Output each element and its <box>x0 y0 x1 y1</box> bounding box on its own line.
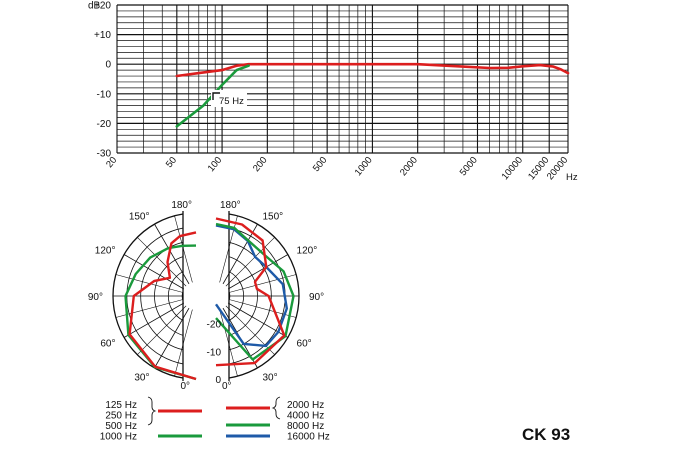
cutoff-label: 75 Hz <box>219 96 244 107</box>
polar-labels: 0° 0° 30° 30° 60° 60° 90° 90° 120° 120° 150° 150° 18… <box>88 200 324 392</box>
polar-angle-label: 150° <box>129 211 150 222</box>
response-curve-1 <box>175 64 250 128</box>
legend-label: 1000 Hz <box>100 432 137 443</box>
polar-ring-label: -20 <box>207 320 222 331</box>
x-tick-label: 10000 <box>500 155 525 182</box>
y-axis-label: dB <box>88 1 101 12</box>
x-tick-label: 500 <box>311 155 330 174</box>
polar-left-curve-1 <box>128 231 197 381</box>
legend-label: 125 Hz <box>105 400 137 411</box>
polar-angle-label: 30° <box>263 373 278 384</box>
polar-angle-label: 90° <box>88 292 103 303</box>
cutoff-annotation: 75 Hz <box>211 90 247 107</box>
polar-right-curve-2 <box>215 217 286 367</box>
legend-label: 2000 Hz <box>287 400 324 411</box>
polar-spoke <box>137 305 187 355</box>
polar-angle-label: 0° <box>222 381 232 392</box>
response-curve-0 <box>175 62 570 78</box>
x-tick-label: 5000 <box>458 155 480 178</box>
legend-label: 250 Hz <box>105 411 137 422</box>
polar-angle-label: 60° <box>297 339 312 350</box>
polar-spoke <box>123 254 185 290</box>
legend-label: 8000 Hz <box>287 421 324 432</box>
polar-angle-label: 180° <box>220 200 241 211</box>
highpass-symbol-icon <box>212 92 220 100</box>
frequency-grid <box>116 4 569 154</box>
legend-label: 4000 Hz <box>287 411 324 422</box>
polar-right-curve-1 <box>215 222 295 361</box>
y-tick-label: 0 <box>105 60 111 71</box>
y-tick-label: +20 <box>94 1 111 12</box>
polar-curves <box>124 217 295 381</box>
polar-angle-label: 60° <box>100 339 115 350</box>
y-tick-label: -20 <box>97 119 112 130</box>
frequency-curves <box>175 62 570 128</box>
polar-spoke <box>227 254 289 290</box>
legend-label: 16000 Hz <box>287 432 330 443</box>
legend-label: 500 Hz <box>105 421 137 432</box>
polar-angle-label: 0° <box>180 381 190 392</box>
x-axis-label: Hz <box>566 172 578 183</box>
polar-angle-label: 120° <box>297 246 318 257</box>
polar-ring-label: 0 <box>215 375 221 386</box>
polar-angle-label: 30° <box>134 373 149 384</box>
y-tick-label: +10 <box>94 30 111 41</box>
legend-brace-icon <box>271 396 281 420</box>
polar-angle-label: 150° <box>263 211 284 222</box>
polar-angle-label: 90° <box>309 292 324 303</box>
polar-pattern-chart: 0° 0° 30° 30° 60° 60° 90° 90° 120° 120° 150° 150° 18… <box>88 200 324 392</box>
y-tick-label: -30 <box>97 149 112 160</box>
cutoff-label-box <box>211 90 247 107</box>
polar-angle-label: 180° <box>171 200 192 211</box>
x-tick-label: 1000 <box>353 155 375 178</box>
x-tick-label: 200 <box>251 155 270 174</box>
polar-spoke <box>225 237 275 287</box>
polar-spoke <box>123 302 185 338</box>
polar-spoke <box>137 237 187 287</box>
legend-brace-icon <box>147 396 157 426</box>
model-name: CK 93 <box>522 425 570 444</box>
polar-angle-label: 120° <box>95 246 116 257</box>
x-tick-label: 50 <box>164 155 179 170</box>
x-tick-label: 2000 <box>398 155 420 178</box>
polar-ring-label: -10 <box>207 347 222 358</box>
polar-left-half <box>112 211 193 381</box>
x-tick-label: 100 <box>206 155 225 174</box>
y-tick-label: -10 <box>97 89 112 100</box>
